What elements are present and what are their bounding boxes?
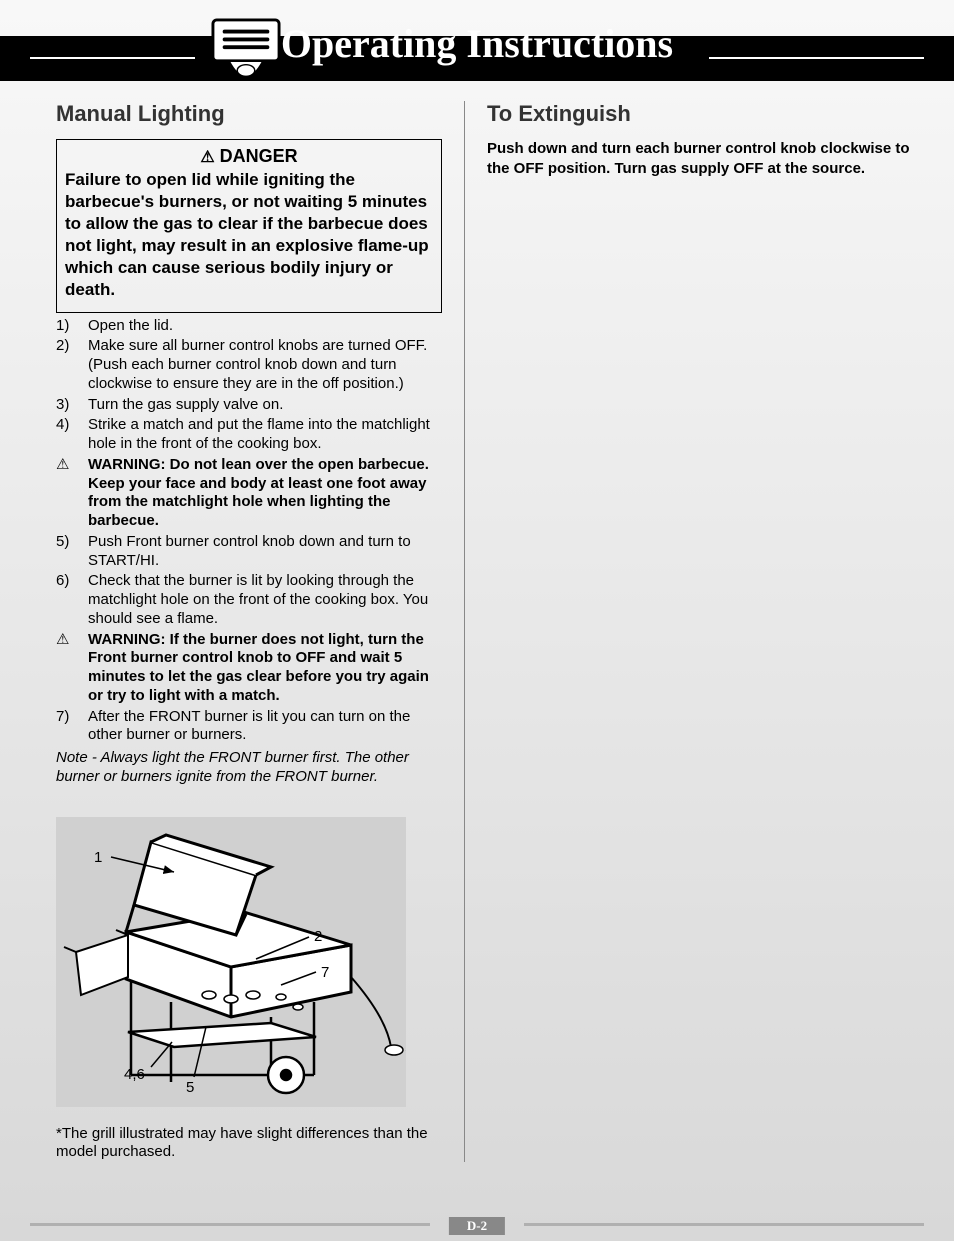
step-number: 6) [56,572,88,628]
step-number: ⚠ [56,631,88,706]
step-number: 1) [56,317,88,336]
step-text: Make sure all burner control knobs are t… [88,337,442,393]
footer: D-2 [0,1217,954,1231]
right-column: To Extinguish Push down and turn each bu… [464,101,924,1162]
callout-2: 2 [314,928,322,945]
callout-46: 4,6 [124,1066,145,1083]
step-number: 5) [56,533,88,571]
step-number: 4) [56,416,88,454]
warning-icon: ⚠ [200,149,214,166]
instruction-step: 2)Make sure all burner control knobs are… [56,337,442,393]
extinguish-text: Push down and turn each burner control k… [487,139,924,178]
step-number: 7) [56,708,88,746]
danger-label: DANGER [220,146,298,166]
step-text: WARNING: If the burner does not light, t… [88,631,442,706]
step-text: Push Front burner control knob down and … [88,533,442,571]
diagram-section: 1 2 7 3 4,6 5 *The grill illustrated may… [56,817,442,1163]
page-number: D-2 [449,1217,505,1235]
grill-badge-icon [210,18,282,88]
callout-1: 1 [94,849,102,866]
danger-text: Failure to open lid while igniting the b… [65,169,433,302]
step-number: 2) [56,337,88,393]
callout-5: 5 [186,1079,194,1096]
left-column: Manual Lighting ⚠ DANGER Failure to open… [56,101,464,1162]
section-heading-manual-lighting: Manual Lighting [56,101,442,127]
instruction-list: 1)Open the lid.2)Make sure all burner co… [56,317,442,746]
instruction-step: 4)Strike a match and put the flame into … [56,416,442,454]
step-text: WARNING: Do not lean over the open barbe… [88,456,442,531]
instruction-step: 1)Open the lid. [56,317,442,336]
instruction-step: ⚠WARNING: If the burner does not light, … [56,631,442,706]
instruction-step: 3)Turn the gas supply valve on. [56,396,442,415]
section-heading-extinguish: To Extinguish [487,101,924,127]
callout-7: 7 [321,964,329,981]
step-text: After the FRONT burner is lit you can tu… [88,708,442,746]
danger-title: ⚠ DANGER [65,146,433,167]
divider [524,1223,924,1226]
note-text: Note - Always light the FRONT burner fir… [56,749,442,787]
step-text: Strike a match and put the flame into th… [88,416,442,454]
step-number: 3) [56,396,88,415]
step-text: Turn the gas supply valve on. [88,396,442,415]
step-text: Open the lid. [88,317,442,336]
page-title: Operating Instructions [0,6,954,81]
instruction-step: 7)After the FRONT burner is lit you can … [56,708,442,746]
step-text: Check that the burner is lit by looking … [88,572,442,628]
header: Operating Instructions [0,6,954,81]
danger-box: ⚠ DANGER Failure to open lid while ignit… [56,139,442,313]
grill-diagram: 1 2 7 3 4,6 5 [56,817,406,1107]
instruction-step: 5)Push Front burner control knob down an… [56,533,442,571]
diagram-caption: *The grill illustrated may have slight d… [56,1125,442,1163]
instruction-step: ⚠WARNING: Do not lean over the open barb… [56,456,442,531]
divider [30,1223,430,1226]
instruction-step: 6)Check that the burner is lit by lookin… [56,572,442,628]
step-number: ⚠ [56,456,88,531]
